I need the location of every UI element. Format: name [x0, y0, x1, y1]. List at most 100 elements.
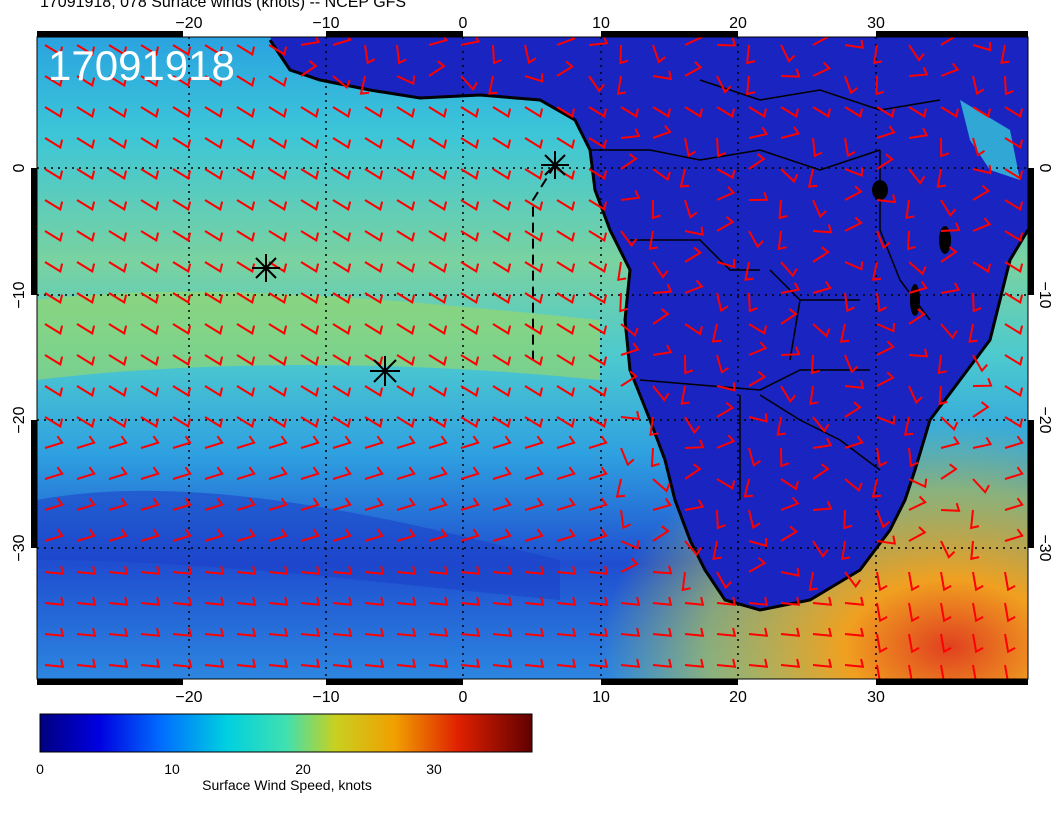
- wind-barb: [172, 596, 193, 606]
- wind-barb: [108, 497, 128, 511]
- wind-barb: [588, 75, 605, 93]
- wind-barb: [780, 346, 801, 356]
- storm-marker: [541, 151, 569, 179]
- colorbar-gradient: [39, 713, 533, 753]
- wind-barb: [556, 60, 575, 77]
- wind-barb: [236, 230, 256, 242]
- wind-barb: [44, 466, 64, 480]
- wind-barb: [76, 658, 97, 668]
- wind-barb: [44, 137, 64, 149]
- wind-barb: [492, 199, 512, 211]
- wind-barb: [876, 323, 896, 333]
- figure-title: 17091918, 078 Surface winds (knots) -- N…: [40, 0, 407, 11]
- wind-barb: [364, 627, 385, 637]
- wind-barb: [1004, 230, 1024, 242]
- wind-barb: [300, 354, 320, 366]
- wind-barb: [108, 466, 128, 480]
- wind-barb: [204, 658, 225, 668]
- wind-barb: [684, 279, 704, 294]
- wind-barb: [524, 354, 544, 366]
- wind-barb: [871, 478, 882, 498]
- wind-barb: [716, 509, 726, 530]
- wind-barb: [876, 633, 888, 654]
- wind-barb: [460, 75, 478, 92]
- wind-barb: [588, 230, 608, 242]
- wind-barb: [745, 75, 756, 96]
- wind-barb: [44, 528, 64, 542]
- wind-barb: [876, 664, 888, 679]
- wind-barb: [940, 664, 952, 679]
- wind-barb: [746, 44, 756, 65]
- wind-barb: [332, 596, 353, 606]
- wind-barb: [460, 385, 480, 397]
- wind-barb: [268, 497, 288, 511]
- wind-barb: [268, 106, 288, 118]
- wind-barb: [488, 75, 498, 95]
- wind-barb: [716, 258, 736, 269]
- wind-barb: [780, 44, 796, 63]
- wind-barb: [872, 44, 883, 65]
- wind-barb: [1004, 497, 1024, 511]
- wind-barb: [588, 137, 608, 149]
- wind-barb: [780, 385, 797, 404]
- wind-barb: [556, 230, 576, 242]
- wind-barb: [364, 658, 385, 668]
- wind-barb: [172, 416, 192, 428]
- wind-barb: [812, 280, 832, 294]
- wind-barb: [748, 106, 768, 118]
- wind-barb: [524, 292, 544, 304]
- wind-barb: [972, 261, 992, 274]
- wind-barb: [268, 627, 289, 637]
- wind-barb: [460, 168, 480, 180]
- wind-barb: [428, 168, 448, 180]
- wind-barb: [108, 416, 128, 428]
- wind-barb: [556, 416, 576, 428]
- wind-barb: [780, 126, 801, 139]
- wind-barb: [652, 478, 671, 493]
- wind-barb: [492, 44, 502, 65]
- wind-barb: [684, 439, 705, 449]
- wind-barb: [332, 435, 352, 449]
- wind-barb: [76, 323, 96, 335]
- wind-barb: [236, 528, 256, 542]
- wind-barb: [268, 292, 288, 304]
- map-frame: [36, 36, 1029, 680]
- wind-barb: [140, 354, 160, 366]
- wind-barb: [140, 497, 160, 511]
- wind-barb: [140, 596, 161, 606]
- wind-barb: [1004, 261, 1024, 273]
- wind-barb: [236, 658, 257, 668]
- wind-barb: [844, 106, 864, 118]
- wind-barb: [236, 416, 256, 428]
- wind-barb: [1004, 385, 1024, 397]
- wind-barb: [332, 528, 352, 542]
- wind-barb: [76, 354, 96, 366]
- wind-barb: [777, 230, 787, 251]
- wind-barb: [684, 199, 698, 219]
- wind-barb: [332, 497, 352, 511]
- wind-barb: [619, 44, 629, 65]
- wind-barb: [108, 261, 128, 273]
- wind-barb: [268, 137, 288, 149]
- wind-barb: [364, 230, 384, 242]
- wind-barb: [556, 323, 576, 335]
- wind-barb: [588, 627, 609, 637]
- wind-barb: [140, 106, 160, 118]
- wind-barb: [972, 478, 990, 494]
- wind-barb: [844, 478, 863, 493]
- wind-barb: [684, 627, 705, 637]
- wind-barb: [748, 323, 768, 335]
- wind-barb: [76, 75, 96, 87]
- wind-barb: [76, 292, 96, 304]
- wind-barb: [332, 466, 352, 480]
- wind-barb: [364, 466, 384, 480]
- wind-barb: [172, 106, 192, 118]
- wind-barb: [460, 106, 480, 118]
- wind-barb: [332, 565, 353, 575]
- wind-barb: [140, 565, 161, 575]
- wind-barb: [908, 168, 926, 185]
- x-tick: 10: [592, 689, 610, 706]
- wind-barb: [108, 354, 128, 366]
- wind-barb: [332, 106, 352, 118]
- wind-barb: [748, 153, 766, 170]
